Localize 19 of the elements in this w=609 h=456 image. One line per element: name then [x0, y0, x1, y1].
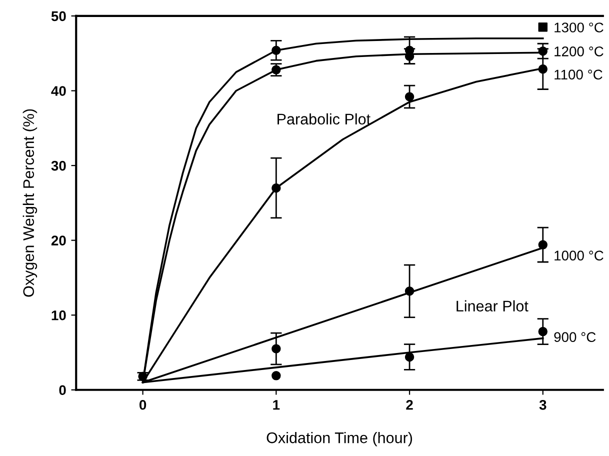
y-axis-title: Oxygen Weight Percent (%) [22, 109, 38, 297]
y-tick-label: 10 [52, 310, 66, 320]
series-label: 900 °C [554, 332, 596, 342]
series-label: 1100 °C [554, 70, 602, 80]
y-tick-label: 40 [51, 86, 66, 96]
y-tick-label: 30 [51, 160, 66, 171]
x-axis-title: Oxidation Time (hour) [266, 432, 412, 446]
x-tick-label: 0 [139, 400, 146, 410]
annotation: Parabolic Plot [278, 113, 370, 125]
x-tick-label: 1 [273, 400, 280, 410]
series-label: 1000 °C [554, 250, 604, 260]
series-label: 1200 °C [554, 46, 604, 56]
y-tick-label: 20 [51, 236, 66, 246]
x-tick-label: 2 [406, 400, 413, 410]
annotation: Linear Plot [456, 300, 528, 312]
series-label: 1300 °C [554, 22, 604, 32]
y-tick-label: 0 [59, 385, 66, 396]
x-tick-label: 3 [539, 400, 546, 410]
y-tick-label: 50 [51, 11, 66, 22]
